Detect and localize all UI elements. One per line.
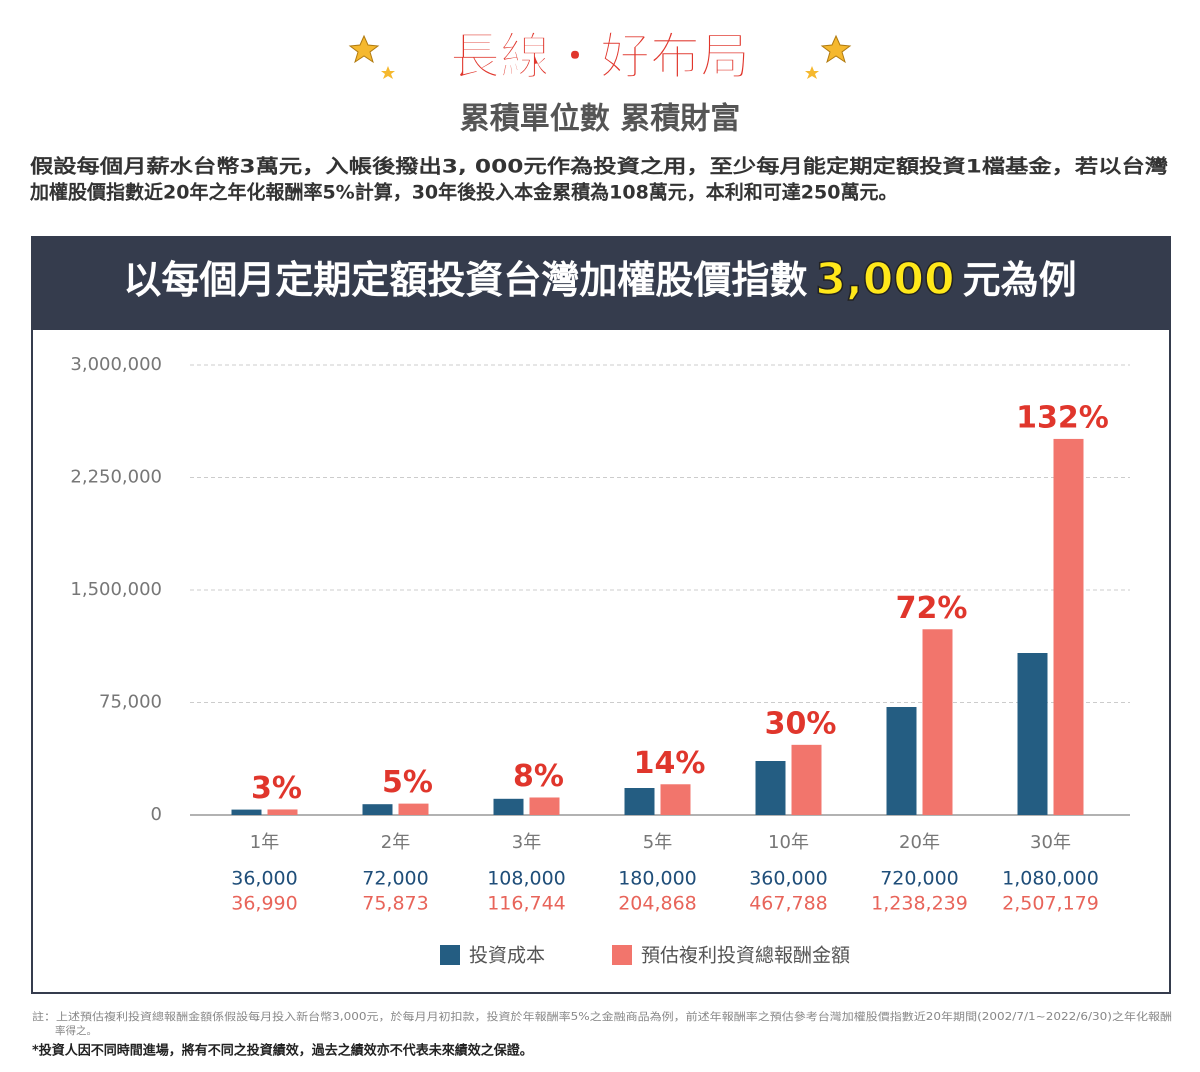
x-tick-label: 1年	[250, 832, 279, 853]
value-label: 72,000	[362, 868, 428, 890]
bar	[1017, 653, 1048, 815]
annotation: 72%	[896, 591, 968, 626]
annotation: 14%	[634, 746, 706, 781]
value-label: 204,868	[618, 893, 697, 915]
annotation: 132%	[1016, 400, 1109, 435]
x-tick-label: 5年	[643, 832, 672, 853]
legend-label: 預估複利投資總報酬金額	[641, 945, 850, 967]
bar	[398, 803, 429, 815]
banner-highlight: 3,000	[815, 254, 954, 305]
bar	[791, 744, 822, 815]
bar	[529, 797, 560, 815]
value-label: 1,238,239	[871, 893, 968, 915]
bar	[231, 809, 262, 815]
value-label: 720,000	[880, 868, 959, 890]
title: 長線・好布局	[450, 28, 750, 86]
banner-text: 以每個月定期定額投資台灣加權股價指數	[123, 258, 807, 302]
bar	[660, 784, 691, 815]
bar	[362, 804, 393, 815]
bar	[493, 798, 524, 815]
value-label: 75,873	[362, 893, 428, 915]
value-label: 180,000	[618, 868, 697, 890]
x-tick-label: 3年	[512, 832, 541, 853]
banner-text: 以每個月定期定額投資台灣加權股價指數 3,000 元為例	[123, 254, 1076, 305]
bar	[922, 629, 953, 815]
note: 率得之。	[55, 1024, 97, 1037]
y-tick-label: 2,250,000	[70, 467, 162, 488]
bar	[624, 788, 655, 815]
x-tick-label: 2年	[381, 832, 410, 853]
banner-text: 元為例	[963, 258, 1077, 302]
annotation: 5%	[382, 765, 433, 800]
annotation: 30%	[765, 706, 837, 741]
bar	[755, 761, 786, 815]
subtitle: 累積單位數 累積財富	[460, 102, 740, 137]
value-label: 36,000	[231, 868, 297, 890]
annotation: 3%	[251, 771, 302, 806]
banner	[32, 237, 1170, 330]
legend-label: 投資成本	[469, 945, 545, 967]
legend-swatch	[612, 945, 632, 965]
value-label: 360,000	[749, 868, 828, 890]
description: 加權股價指數近20年之年化報酬率5%計算，30年後投入本金累積為108萬元，本利…	[29, 181, 897, 204]
x-tick-label: 30年	[1030, 832, 1071, 853]
bar	[267, 809, 298, 815]
value-label: 467,788	[749, 893, 828, 915]
disclaimer: *投資人因不同時間進場，將有不同之投資績效，過去之績效亦不代表未來績效之保證。	[32, 1043, 533, 1059]
x-tick-label: 10年	[768, 832, 809, 853]
value-label: 2,507,179	[1002, 893, 1099, 915]
legend-swatch	[440, 945, 460, 965]
value-label: 116,744	[487, 893, 566, 915]
annotation: 8%	[513, 759, 564, 794]
stars	[348, 34, 852, 79]
chart-frame	[31, 236, 1171, 994]
y-tick-label: 1,500,000	[70, 579, 162, 600]
y-tick-label: 75,000	[99, 692, 162, 713]
description: 假設每個月薪水台幣3萬元，入帳後撥出3, 000元作為投資之用，至少每月能定期定…	[30, 155, 1168, 178]
bar	[1053, 438, 1084, 815]
bar	[886, 707, 917, 815]
value-label: 1,080,000	[1002, 868, 1099, 890]
value-label: 108,000	[487, 868, 566, 890]
y-tick-label: 0	[151, 804, 162, 825]
value-label: 36,990	[231, 893, 297, 915]
note: 註：上述預估複利投資總報酬金額係假設每月投入新台幣3,000元，於每月月初扣款，…	[32, 1010, 1172, 1023]
y-tick-label: 3,000,000	[70, 354, 162, 375]
x-tick-label: 20年	[899, 832, 940, 853]
